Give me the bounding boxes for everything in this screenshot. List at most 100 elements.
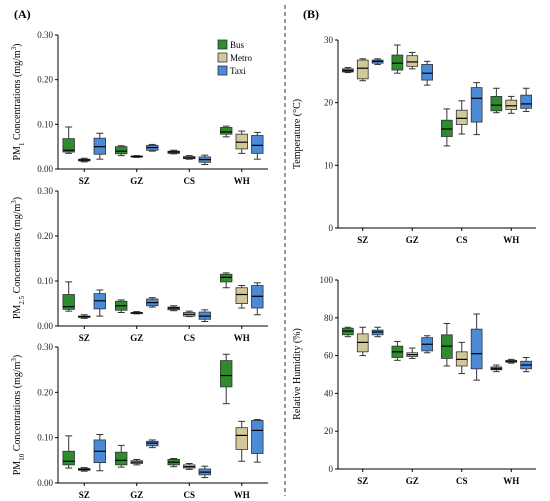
y-axis-label-part: PM	[12, 461, 23, 476]
box-metro-gz	[406, 347, 419, 359]
box-bus-gz	[115, 145, 128, 157]
y-axis-label-part: Relative Humidity (%)	[292, 328, 303, 420]
legend-swatch-taxi	[217, 65, 228, 76]
x-tick-label: SZ	[79, 176, 90, 186]
legend-swatch-bus	[217, 39, 228, 50]
y-axis-label-part: Concentrations (mg/m	[12, 204, 23, 296]
y-tick-label: 100	[320, 275, 334, 285]
box-taxi-wh	[251, 131, 264, 160]
iqr-box	[505, 99, 518, 110]
y-tick-label: 0.30	[37, 30, 53, 40]
box-bus-gz	[115, 299, 128, 313]
iqr-box	[470, 328, 483, 370]
y-tick-label: 0	[329, 464, 334, 474]
iqr-box	[520, 94, 532, 109]
y-tick-label: 0.00	[37, 164, 53, 174]
y-axis-label-part: Temperature (°C)	[292, 99, 303, 169]
y-axis-label-part: Concentrations (mg/m	[12, 50, 23, 142]
y-axis-label: PM10 Concentrations (mg/m3)	[10, 355, 26, 476]
iqr-box	[235, 427, 248, 450]
iqr-box	[115, 146, 128, 155]
box-bus-gz	[115, 444, 128, 468]
box-metro-gz	[130, 311, 143, 315]
box-bus-sz	[342, 326, 354, 338]
iqr-box	[441, 119, 453, 137]
panel-label-a: (A)	[14, 7, 31, 21]
box-taxi-wh	[251, 419, 264, 463]
y-tick-label: 30	[324, 35, 334, 45]
iqr-box	[251, 135, 264, 154]
iqr-box	[62, 294, 75, 310]
y-tick-label: 0.10	[37, 276, 53, 286]
y-tick-label: 0.30	[37, 342, 53, 352]
iqr-box	[62, 138, 75, 153]
x-tick-label: WH	[503, 235, 519, 245]
x-tick-label: CS	[183, 176, 195, 186]
box-bus-cs	[167, 458, 180, 468]
legend-swatch-metro	[217, 52, 228, 63]
y-axis-label-part: 3	[10, 46, 18, 50]
iqr-box	[235, 133, 248, 150]
y-axis-label-part: )	[12, 197, 23, 200]
box-bus-wh	[220, 125, 233, 138]
box-taxi-gz	[146, 439, 159, 449]
y-axis-label: Temperature (°C)	[292, 99, 303, 169]
iqr-box	[470, 87, 483, 123]
y-tick-label: 10	[324, 160, 334, 170]
box-bus-wh	[220, 353, 233, 405]
box-taxi-wh	[520, 356, 532, 373]
x-tick-label: SZ	[357, 476, 368, 486]
box-bus-gz	[391, 44, 404, 74]
box-metro-sz	[356, 326, 369, 357]
legend-label-taxi: Taxi	[230, 66, 246, 76]
box-bus-gz	[391, 340, 404, 361]
box-taxi-cs	[198, 465, 211, 479]
iqr-box	[235, 287, 248, 304]
box-metro-cs	[183, 310, 196, 318]
x-tick-label: CS	[456, 476, 468, 486]
box-taxi-gz	[421, 60, 433, 86]
panel-label-b: (B)	[303, 7, 319, 21]
iqr-box	[251, 420, 264, 454]
box-taxi-cs	[198, 154, 211, 166]
y-tick-label: 40	[324, 388, 334, 398]
box-metro-sz	[78, 467, 91, 472]
iqr-box	[220, 127, 233, 135]
box-taxi-sz	[371, 326, 384, 338]
x-tick-label: GZ	[406, 476, 419, 486]
box-taxi-sz	[93, 132, 106, 160]
legend: Bus Metro Taxi	[217, 39, 252, 76]
box-taxi-cs	[470, 82, 483, 136]
y-tick-label: 0.20	[37, 75, 53, 85]
y-axis-label-part: 3	[10, 200, 18, 204]
y-axis-label-part: PM	[12, 146, 23, 161]
box-metro-gz	[130, 155, 143, 158]
x-tick-label: GZ	[130, 333, 143, 343]
x-tick-label: SZ	[357, 235, 368, 245]
x-tick-label: GZ	[130, 176, 143, 186]
iqr-box	[455, 109, 468, 126]
box-taxi-cs	[470, 313, 483, 381]
box-bus-cs	[441, 108, 453, 147]
x-tick-label: SZ	[79, 490, 90, 500]
y-tick-label: 0.10	[37, 119, 53, 129]
box-taxi-gz	[421, 335, 433, 354]
box-metro-sz	[356, 58, 369, 82]
box-metro-wh	[235, 420, 248, 462]
box-taxi-sz	[93, 433, 106, 472]
box-taxi-sz	[93, 289, 106, 317]
x-tick-label: WH	[234, 176, 250, 186]
y-axis-label-part: 1	[18, 142, 26, 146]
y-axis-label-part: 3	[10, 358, 18, 362]
y-tick-label: 60	[324, 351, 334, 361]
x-tick-label: GZ	[130, 490, 143, 500]
box-bus-sz	[62, 126, 75, 154]
y-tick-label: 80	[324, 313, 334, 323]
box-taxi-wh	[251, 282, 264, 316]
box-metro-cs	[183, 155, 196, 160]
legend-label-bus: Bus	[230, 40, 245, 50]
iqr-box	[220, 360, 233, 388]
box-metro-wh	[505, 358, 518, 364]
iqr-box	[62, 450, 75, 466]
